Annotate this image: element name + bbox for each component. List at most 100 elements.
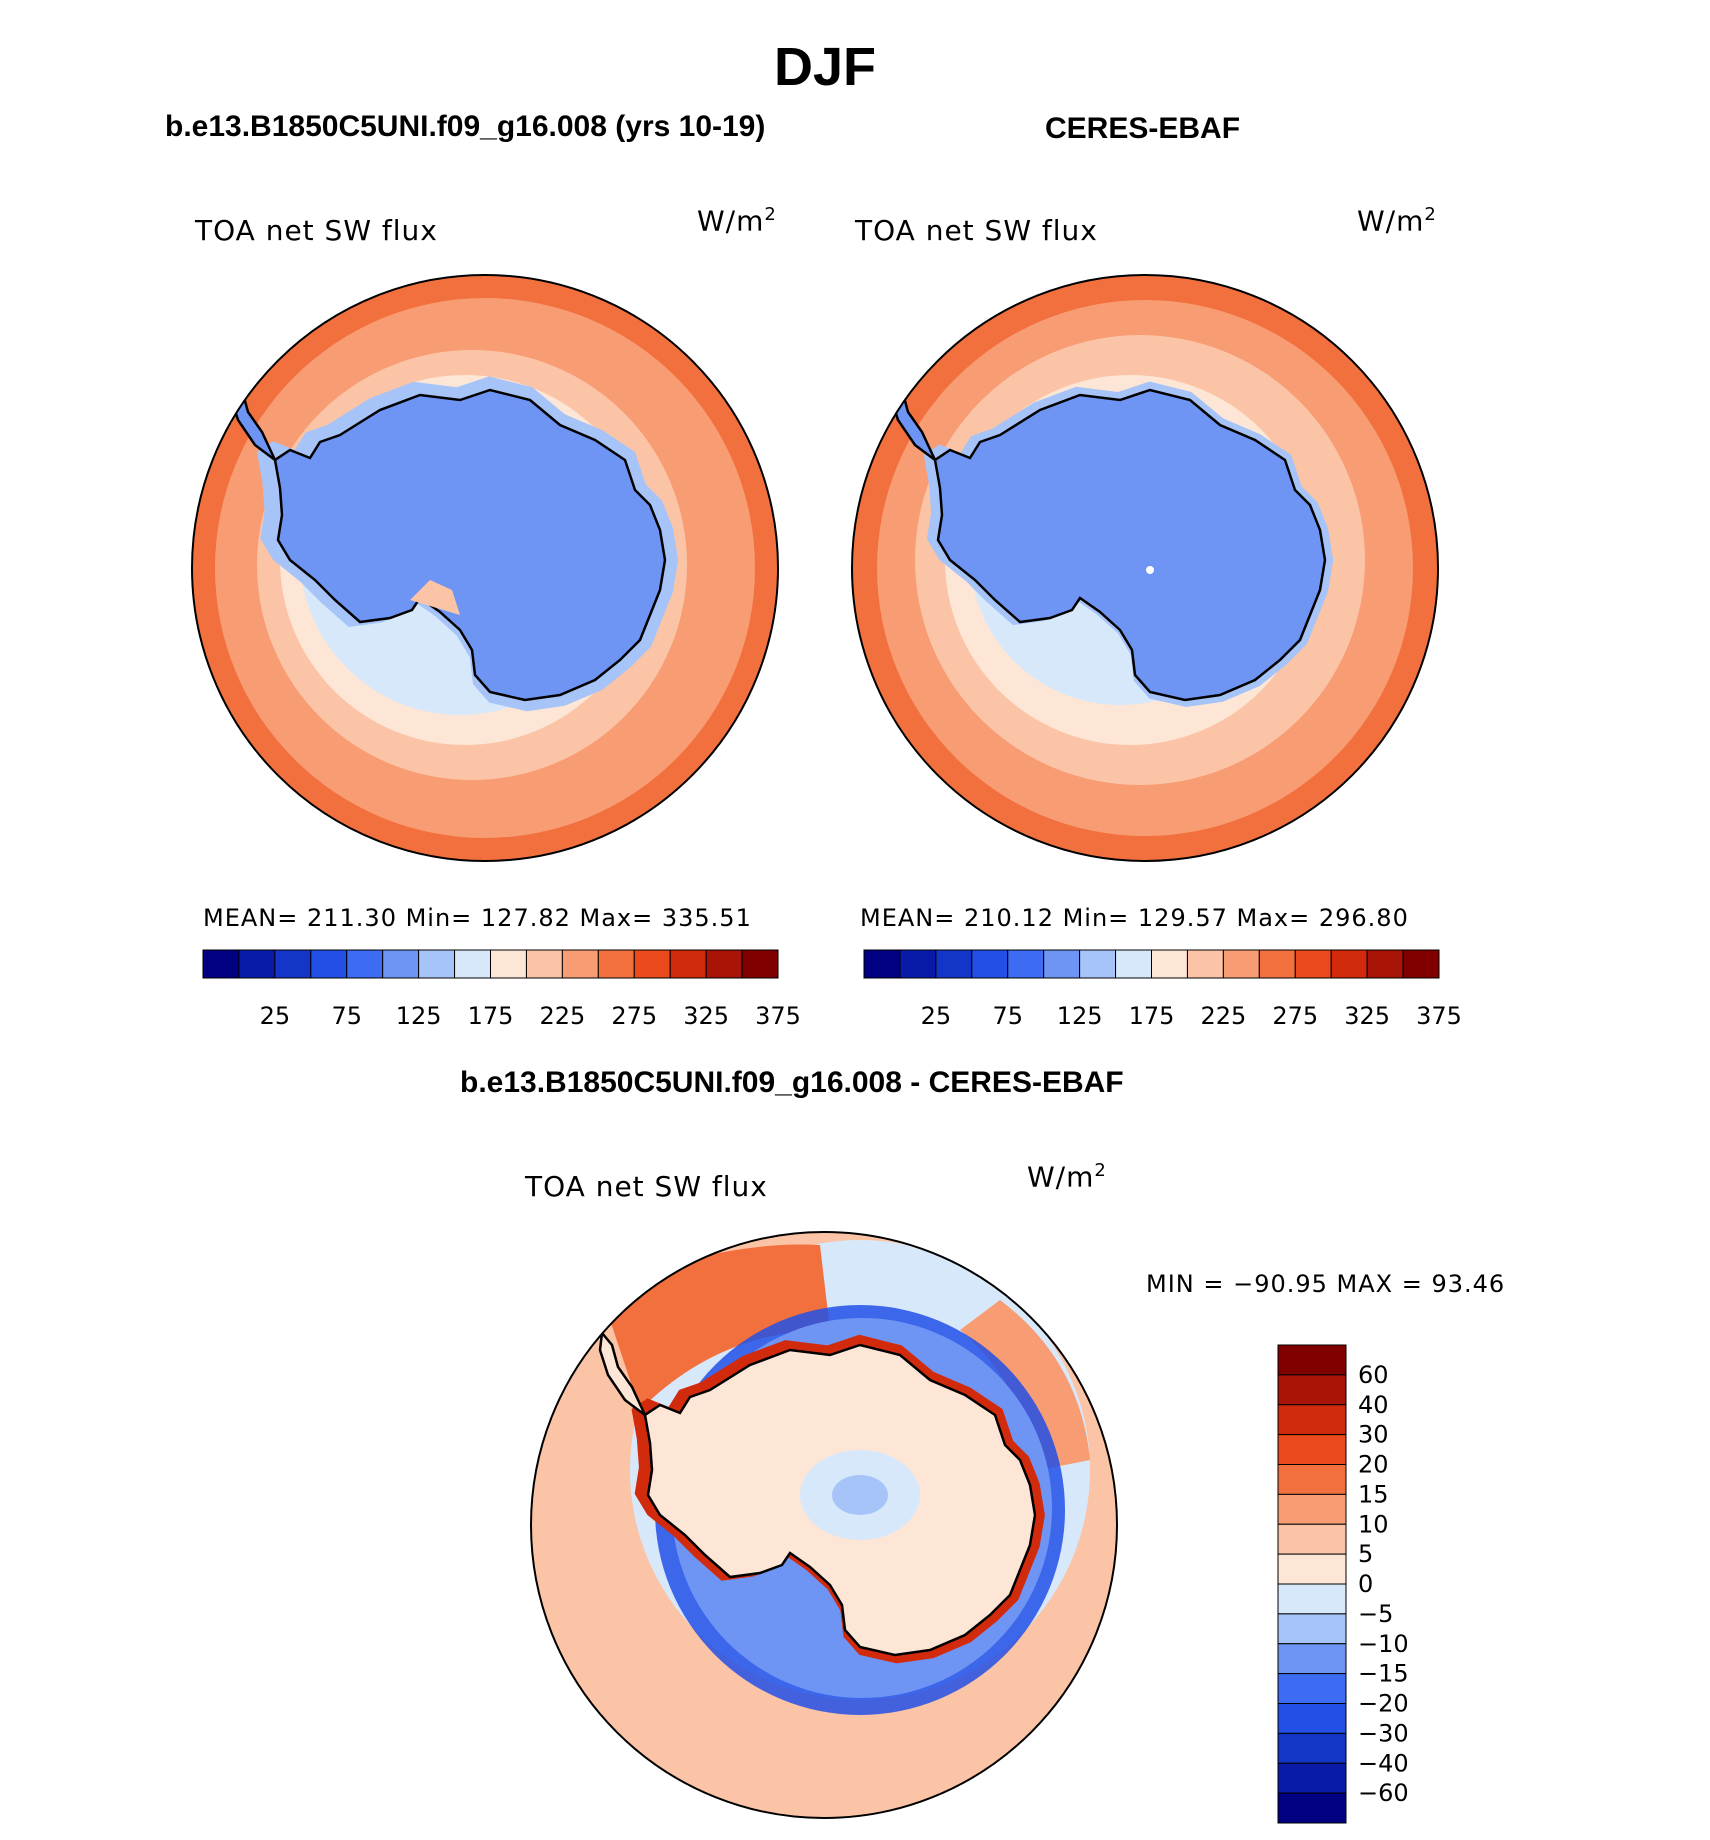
colorbar-tick-label: 75 [331,1002,362,1030]
colorbar-model: 25 75 125 175 225 275 325 375 [202,949,801,1030]
colorbar-swatch [597,949,635,979]
colorbar-tick-label: 30 [1358,1421,1389,1449]
colorbar-tick-label: −15 [1358,1660,1409,1688]
colorbar-tick-label: 0 [1358,1570,1373,1598]
colorbar-tick-label: 10 [1358,1510,1389,1538]
colorbar-swatch [1115,949,1152,979]
colorbar-tick-label: 325 [1344,1002,1390,1030]
colorbar-swatch [310,949,348,979]
colorbar-swatch [863,949,901,979]
colorbar-tick-label: 25 [921,1002,952,1030]
colorbar-tick-label: 125 [1057,1002,1103,1030]
colorbar-swatch [633,949,671,979]
colorbar-swatch [741,949,779,979]
colorbar-tick-label: 60 [1358,1361,1389,1389]
colorbar-tick-label: 20 [1358,1451,1389,1479]
colorbar-tick-label: 175 [1129,1002,1175,1030]
colorbar-swatch [418,949,456,979]
colorbar-tick-label: 325 [683,1002,729,1030]
panel-right-variable-label: TOA net SW flux [855,214,1098,247]
colorbar-tick-label: −60 [1358,1779,1409,1807]
colorbar-tick-label: 40 [1358,1391,1389,1419]
colorbar-swatch [1402,949,1440,979]
panel-diff-variable-label: TOA net SW flux [525,1170,768,1203]
colorbar-swatch [1277,1434,1347,1465]
colorbar-observations: 25 75 125 175 225 275 325 375 [863,949,1462,1030]
colorbar-swatch [561,949,599,979]
colorbar-swatch [1277,1643,1347,1675]
colorbar-swatch [490,949,527,979]
colorbar-swatch [274,949,312,979]
colorbar-tick-label: −5 [1358,1600,1393,1628]
colorbar-swatch [1186,949,1224,979]
colorbar-swatch [1277,1673,1347,1704]
colorbar-tick-label: −20 [1358,1690,1409,1718]
panel-diff-units: W/m2 [1027,1160,1107,1194]
colorbar-swatch [1277,1703,1347,1734]
map-difference [531,1232,1117,1818]
colorbar-tick-label: 75 [992,1002,1023,1030]
colorbar-swatch [1277,1792,1347,1824]
panel-right-stats: MEAN= 210.12 Min= 129.57 Max= 296.80 [860,904,1409,932]
colorbar-tick-label: 275 [1272,1002,1318,1030]
colorbar-swatch [1079,949,1117,979]
colorbar-tick-label: 175 [468,1002,514,1030]
panel-left-title: b.e13.B1850C5UNI.f09_g16.008 (yrs 10-19) [165,110,766,143]
colorbar-swatch [899,949,937,979]
colorbar-swatch [238,949,276,979]
colorbar-tick-label: 25 [260,1002,291,1030]
colorbar-tick-label: 5 [1358,1540,1373,1568]
colorbar-swatch [1277,1553,1347,1585]
colorbar-tick-label: 375 [755,1002,801,1030]
colorbar-tick-label: 225 [539,1002,585,1030]
colorbar-swatch [1258,949,1296,979]
colorbar-swatch [1277,1613,1347,1645]
panel-right-title: CERES-EBAF [1045,112,1241,145]
colorbar-swatch [1277,1493,1347,1525]
colorbar-swatch [1277,1464,1347,1495]
colorbar-tick-label: 15 [1358,1480,1389,1508]
panel-diff-stats: MIN = −90.95 MAX = 93.46 [1146,1270,1506,1298]
colorbar-swatch [454,949,491,979]
colorbar-tick-label: 375 [1416,1002,1462,1030]
map-difference-border [530,1231,1118,1819]
map-observations [852,275,1438,861]
colorbar-tick-label: 125 [396,1002,442,1030]
colorbar-swatch [1277,1762,1347,1794]
colorbar-swatch [525,949,563,979]
colorbar-tick-label: −40 [1358,1749,1409,1777]
colorbar-tick-label: −30 [1358,1719,1409,1747]
panel-left-variable-label: TOA net SW flux [195,214,438,247]
panel-left-stats: MEAN= 211.30 Min= 127.82 Max= 335.51 [203,904,752,932]
colorbar-swatch [1277,1732,1347,1764]
colorbar-swatch [1294,949,1332,979]
colorbar-swatch [1366,949,1404,979]
figure-title: DJF [773,37,876,97]
colorbar-swatch [705,949,743,979]
colorbar-swatch [1277,1404,1347,1436]
colorbar-tick-label: 225 [1200,1002,1246,1030]
colorbar-swatch [1277,1523,1347,1555]
colorbar-swatch [1277,1344,1347,1376]
panel-left-units: W/m2 [697,204,777,238]
panel-diff-title: b.e13.B1850C5UNI.f09_g16.008 - CERES-EBA… [460,1066,1124,1099]
colorbar-swatch [971,949,1009,979]
map-model [192,275,778,861]
colorbar-swatch [669,949,707,979]
colorbar-swatch [1277,1583,1347,1615]
colorbar-swatch [1151,949,1188,979]
colorbar-tick-label: −10 [1358,1630,1409,1658]
colorbar-swatch [1277,1374,1347,1406]
colorbar-swatch [1043,949,1081,979]
map-observations-border [851,274,1439,862]
colorbar-swatch [1330,949,1368,979]
colorbar-swatch [382,949,420,979]
map-model-border [191,274,779,862]
colorbar-swatch [1222,949,1260,979]
colorbar-swatch [346,949,384,979]
colorbar-swatch [935,949,973,979]
colorbar-swatch [202,949,240,979]
panel-right-units: W/m2 [1357,204,1437,238]
